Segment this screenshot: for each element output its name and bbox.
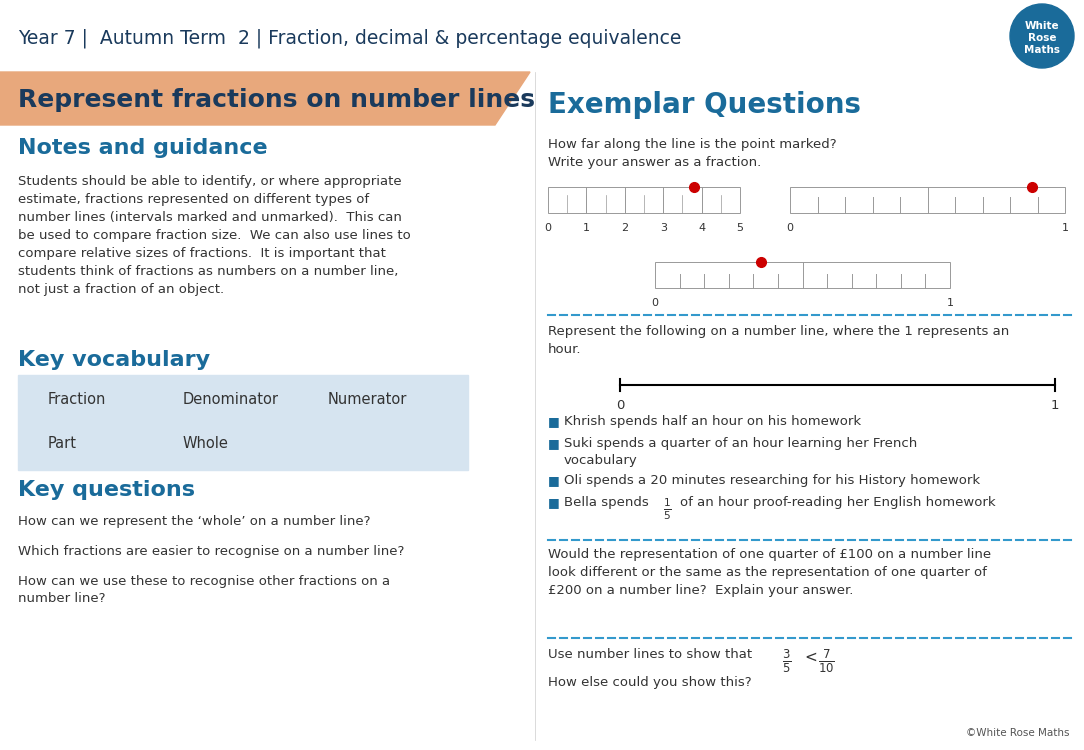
- Text: 2: 2: [621, 223, 629, 233]
- Text: Would the representation of one quarter of £100 on a number line
look different : Would the representation of one quarter …: [549, 548, 991, 597]
- Bar: [655, 262, 950, 288]
- Bar: [0, 0, 1084, 72]
- Text: $\frac{1}{5}$: $\frac{1}{5}$: [663, 496, 672, 521]
- Text: $\frac{3}{5}$: $\frac{3}{5}$: [782, 648, 791, 676]
- Text: Rose: Rose: [1028, 33, 1056, 43]
- Text: Represent the following on a number line, where the 1 represents an
hour.: Represent the following on a number line…: [549, 325, 1009, 356]
- Text: Use number lines to show that: Use number lines to show that: [549, 648, 757, 661]
- Text: 5: 5: [736, 223, 744, 233]
- Text: How else could you show this?: How else could you show this?: [549, 676, 751, 689]
- Text: ■: ■: [549, 437, 559, 450]
- Text: of an hour proof-reading her English homework: of an hour proof-reading her English hom…: [680, 496, 995, 509]
- Bar: [790, 187, 1064, 213]
- Polygon shape: [0, 72, 530, 125]
- Text: ■: ■: [549, 415, 559, 428]
- Text: 0: 0: [616, 399, 624, 412]
- Text: 0: 0: [544, 223, 552, 233]
- Text: 1: 1: [1050, 399, 1059, 412]
- Text: $\frac{7}{10}$: $\frac{7}{10}$: [818, 648, 835, 676]
- Text: 1: 1: [946, 298, 954, 308]
- Text: Key vocabulary: Key vocabulary: [18, 350, 210, 370]
- Text: Year 7 |  Autumn Term  2 | Fraction, decimal & percentage equivalence: Year 7 | Autumn Term 2 | Fraction, decim…: [18, 28, 682, 48]
- Text: Bella spends: Bella spends: [564, 496, 653, 509]
- Text: 4: 4: [698, 223, 706, 233]
- Text: Suki spends a quarter of an hour learning her French
vocabulary: Suki spends a quarter of an hour learnin…: [564, 437, 917, 467]
- Text: 0: 0: [651, 298, 658, 308]
- Text: Maths: Maths: [1024, 45, 1060, 55]
- Text: Khrish spends half an hour on his homework: Khrish spends half an hour on his homewo…: [564, 415, 861, 428]
- Bar: [549, 187, 740, 213]
- Text: Part: Part: [48, 436, 77, 451]
- Text: Fraction: Fraction: [48, 392, 106, 407]
- Text: Which fractions are easier to recognise on a number line?: Which fractions are easier to recognise …: [18, 545, 404, 558]
- Text: How far along the line is the point marked?
Write your answer as a fraction.: How far along the line is the point mark…: [549, 138, 837, 169]
- Text: 1: 1: [583, 223, 590, 233]
- Text: Whole: Whole: [183, 436, 229, 451]
- Text: 0: 0: [787, 223, 793, 233]
- Text: How can we use these to recognise other fractions on a
number line?: How can we use these to recognise other …: [18, 575, 390, 605]
- Text: Oli spends a 20 minutes researching for his History homework: Oli spends a 20 minutes researching for …: [564, 474, 980, 487]
- Text: 1: 1: [1061, 223, 1069, 233]
- Bar: [18, 375, 468, 470]
- Text: Represent fractions on number lines: Represent fractions on number lines: [18, 88, 535, 112]
- Text: ■: ■: [549, 496, 559, 509]
- Text: ©White Rose Maths: ©White Rose Maths: [967, 728, 1070, 738]
- Text: Exemplar Questions: Exemplar Questions: [549, 91, 861, 119]
- Text: How can we represent the ‘whole’ on a number line?: How can we represent the ‘whole’ on a nu…: [18, 515, 371, 528]
- Text: 3: 3: [660, 223, 667, 233]
- Text: Notes and guidance: Notes and guidance: [18, 138, 268, 158]
- Text: Key questions: Key questions: [18, 480, 195, 500]
- Text: White: White: [1024, 21, 1059, 31]
- Text: ■: ■: [549, 474, 559, 487]
- Circle shape: [1010, 4, 1074, 68]
- Text: Numerator: Numerator: [328, 392, 408, 407]
- Text: Students should be able to identify, or where appropriate
estimate, fractions re: Students should be able to identify, or …: [18, 175, 411, 296]
- Text: $<$: $<$: [802, 650, 818, 665]
- Text: Denominator: Denominator: [183, 392, 279, 407]
